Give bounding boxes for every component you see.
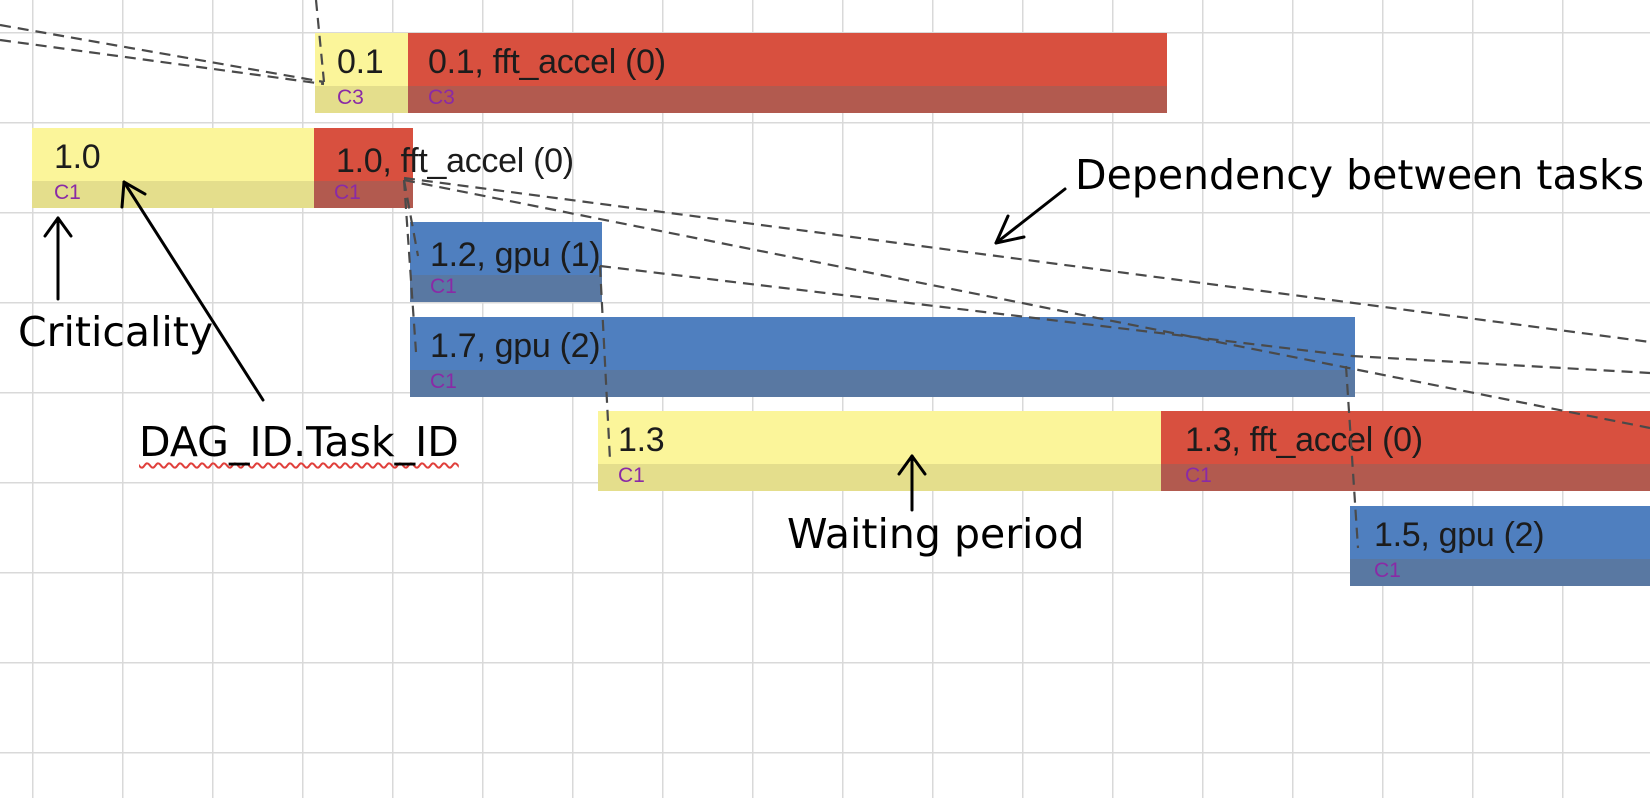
arrowhead — [994, 214, 1026, 245]
criticality-label: C1 — [334, 181, 361, 204]
annotation-dependency: Dependency between tasks — [1075, 151, 1645, 199]
task-1-0-fft-accel-label: 1.0, fft_accel (0) — [336, 142, 574, 180]
task-1-2-gpu-label: 1.2, gpu (1) — [430, 236, 601, 274]
criticality-label: C3 — [428, 86, 455, 109]
annotation-criticality: Criticality — [18, 308, 214, 356]
criticality-label: C1 — [430, 370, 457, 393]
criticality-label: C3 — [337, 86, 364, 109]
task-label: 1.5, gpu (2) — [1374, 516, 1545, 554]
criticality-label: C1 — [618, 464, 645, 487]
annotation-dag-task-id: DAG_ID.Task_ID — [139, 418, 459, 466]
arrowhead — [43, 216, 73, 238]
task-0-1-waiting-bar: 0.1 C3 — [315, 33, 408, 113]
dependency-line — [0, 38, 325, 86]
task-label: 1.3, fft_accel (0) — [1185, 421, 1423, 459]
task-1-7-gpu-bar: 1.7, gpu (2) C1 — [410, 317, 1355, 397]
criticality-label: C1 — [54, 181, 81, 204]
arrow — [994, 187, 1067, 245]
task-label: 1.7, gpu (2) — [430, 327, 601, 365]
task-1-3-waiting-bar: 1.3 C1 — [598, 411, 1161, 491]
task-0-1-fft-accel-bar: 0.1, fft_accel (0) C3 — [408, 33, 1167, 113]
criticality-label: C1 — [1185, 464, 1212, 487]
criticality-label: C1 — [1374, 559, 1401, 582]
dependency-line — [1351, 354, 1650, 375]
task-1-0-fft-accel-bar: C1 — [314, 128, 413, 208]
task-1-3-fft-accel-bar: 1.3, fft_accel (0) C1 — [1161, 411, 1650, 491]
dependency-line — [0, 23, 325, 84]
task-1-0-waiting-bar: 1.0 C1 — [32, 128, 314, 208]
task-1-5-gpu-bar: 1.5, gpu (2) C1 — [1350, 506, 1650, 586]
arrow — [122, 180, 265, 402]
annotation-waiting-period: Waiting period — [787, 510, 1085, 558]
task-label: 0.1, fft_accel (0) — [428, 43, 666, 81]
task-label: 1.0 — [54, 138, 101, 176]
task-label: 0.1 — [337, 43, 384, 81]
task-label: 1.3 — [618, 421, 665, 459]
criticality-label: C1 — [430, 275, 457, 298]
